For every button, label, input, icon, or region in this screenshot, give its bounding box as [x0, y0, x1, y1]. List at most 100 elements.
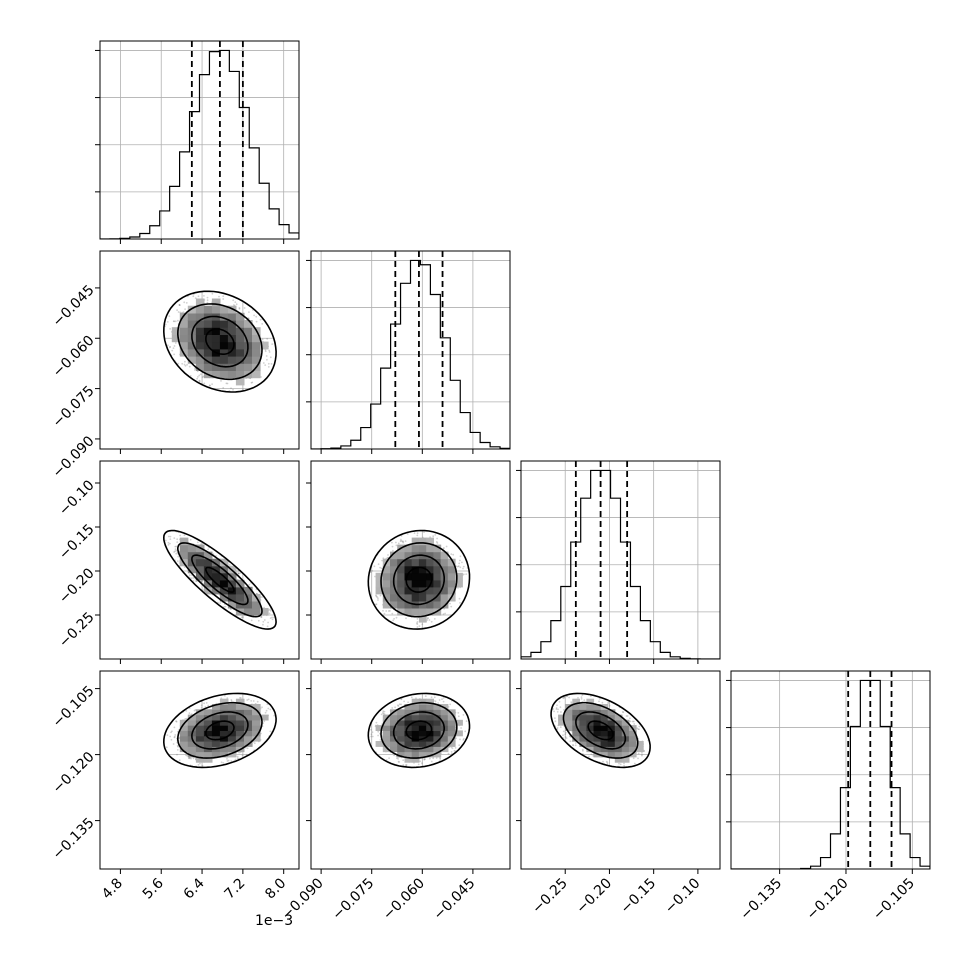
sample-point	[203, 702, 206, 705]
sample-point	[268, 351, 271, 353]
sample-point	[450, 605, 453, 608]
sample-point	[226, 758, 228, 760]
sample-point	[397, 760, 400, 763]
density-cell	[411, 751, 420, 758]
sample-point	[170, 738, 173, 741]
density-cell	[227, 751, 237, 758]
sample-point	[173, 353, 176, 356]
density-cell	[179, 544, 189, 553]
panel-content	[100, 461, 303, 659]
sample-point	[403, 700, 405, 703]
density-cell	[179, 327, 189, 335]
density-cell	[404, 551, 413, 560]
sample-point	[182, 311, 185, 313]
density-cell	[397, 730, 405, 737]
sample-point	[423, 531, 425, 533]
sample-point	[173, 726, 176, 729]
sample-point	[462, 567, 464, 570]
density-cell	[211, 298, 221, 307]
density-cell	[187, 348, 197, 357]
sample-point	[416, 532, 419, 535]
density-cell	[447, 725, 456, 731]
sample-point	[243, 307, 246, 309]
sample-point	[421, 623, 424, 626]
contour-outer-fill	[100, 251, 299, 449]
sample-point	[238, 751, 241, 754]
sample-point	[462, 737, 465, 740]
sample-point	[444, 612, 446, 615]
sample-point	[251, 381, 254, 384]
density-cell	[411, 586, 420, 595]
contour-line-1	[191, 315, 249, 368]
axis-frame	[310, 670, 511, 870]
sample-point	[171, 730, 173, 733]
density-cell	[397, 600, 405, 609]
density-cell	[447, 558, 456, 567]
density-cell	[411, 544, 420, 553]
density-cell	[418, 615, 427, 623]
density-cell	[390, 719, 398, 726]
density-cell	[187, 356, 197, 364]
sample-point	[200, 706, 203, 709]
sample-point	[269, 617, 272, 619]
sample-point	[173, 320, 176, 323]
density-cell	[426, 558, 434, 567]
density-cell	[397, 725, 405, 731]
sample-point	[169, 538, 172, 540]
sample-point	[435, 757, 438, 759]
sample-point	[176, 538, 179, 541]
sample-point	[270, 363, 273, 365]
sample-point	[196, 541, 199, 544]
density-cell	[211, 704, 221, 710]
sample-point	[380, 567, 383, 570]
sample-point	[556, 704, 558, 707]
density-cell	[219, 341, 229, 350]
density-cell	[211, 572, 221, 581]
density-cell	[404, 735, 413, 742]
density-cell	[440, 741, 449, 747]
sample-point	[402, 541, 405, 544]
sample-point	[266, 337, 269, 340]
sample-point	[253, 314, 256, 317]
sample-point	[400, 538, 402, 541]
density-cell	[227, 370, 237, 379]
density-cell	[418, 608, 427, 616]
density-cell	[390, 714, 398, 721]
sample-point	[370, 733, 373, 736]
sample-point	[563, 696, 566, 699]
sample-point	[174, 342, 177, 344]
sample-point	[462, 714, 465, 716]
sample-point	[434, 534, 437, 536]
density-cell	[440, 593, 449, 602]
density-cell	[227, 312, 237, 321]
sample-point	[301, 649, 303, 651]
sample-point	[169, 535, 172, 538]
sample-point	[456, 565, 459, 568]
density-cell	[426, 741, 434, 747]
sample-point	[458, 744, 461, 747]
density-cell	[195, 751, 205, 758]
density-cell	[179, 551, 189, 560]
sample-point	[465, 720, 468, 722]
sample-point	[262, 362, 265, 364]
sample-point	[618, 762, 620, 765]
density-cell	[418, 579, 427, 588]
sample-point	[308, 719, 310, 721]
sample-point	[428, 619, 431, 621]
sample-point	[188, 574, 191, 577]
density-cell	[227, 593, 237, 602]
sample-point	[199, 762, 201, 765]
density-cell	[418, 704, 427, 710]
sample-point	[397, 704, 399, 707]
sample-point	[405, 763, 408, 766]
density-cell	[433, 579, 442, 588]
density-cell	[187, 305, 197, 314]
density-cell	[404, 756, 413, 763]
density-cell	[440, 586, 449, 595]
density-cell	[404, 558, 413, 567]
sample-point	[376, 596, 378, 598]
sample-point	[174, 545, 177, 548]
density-cell	[195, 741, 205, 747]
density-cell	[187, 341, 197, 350]
density-cell	[219, 312, 229, 321]
